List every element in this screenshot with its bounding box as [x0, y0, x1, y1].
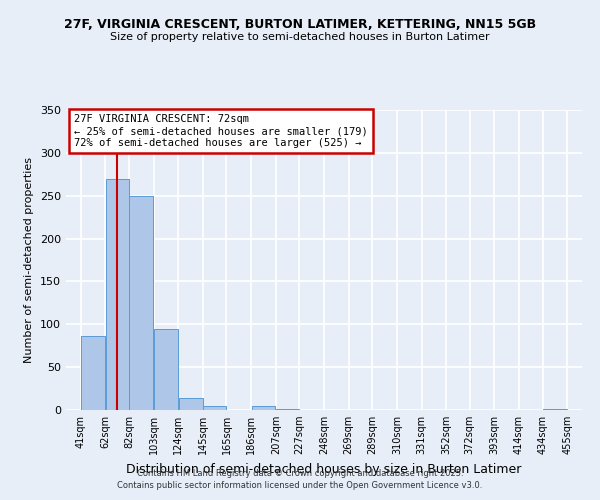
Bar	[130, 196, 153, 410]
Text: 27F VIRGINIA CRESCENT: 72sqm
← 25% of semi-detached houses are smaller (179)
72%: 27F VIRGINIA CRESCENT: 72sqm ← 25% of se…	[74, 114, 367, 148]
Bar	[543, 409, 567, 410]
Text: Size of property relative to semi-detached houses in Burton Latimer: Size of property relative to semi-detach…	[110, 32, 490, 42]
Bar	[179, 398, 203, 410]
Bar	[203, 406, 226, 410]
Bar	[251, 406, 275, 410]
Bar	[276, 409, 299, 410]
Bar	[154, 328, 178, 410]
Bar	[106, 178, 128, 410]
Y-axis label: Number of semi-detached properties: Number of semi-detached properties	[25, 157, 34, 363]
X-axis label: Distribution of semi-detached houses by size in Burton Latimer: Distribution of semi-detached houses by …	[127, 462, 521, 475]
Bar	[81, 336, 105, 410]
Text: Contains HM Land Registry data © Crown copyright and database right 2025.: Contains HM Land Registry data © Crown c…	[137, 468, 463, 477]
Text: Contains public sector information licensed under the Open Government Licence v3: Contains public sector information licen…	[118, 481, 482, 490]
Text: 27F, VIRGINIA CRESCENT, BURTON LATIMER, KETTERING, NN15 5GB: 27F, VIRGINIA CRESCENT, BURTON LATIMER, …	[64, 18, 536, 30]
